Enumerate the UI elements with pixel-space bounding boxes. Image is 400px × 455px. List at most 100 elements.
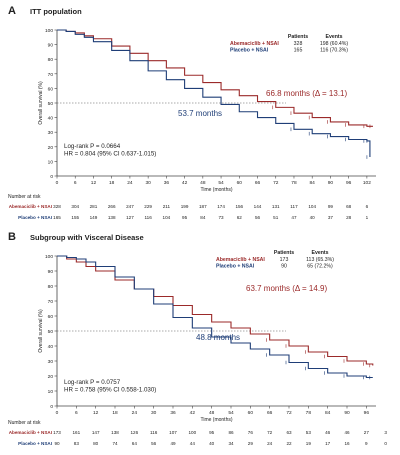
risk-value: 6 <box>366 204 369 209</box>
x-tick-label: 78 <box>291 180 297 186</box>
risk-value: 29 <box>248 441 254 446</box>
legend-label: Abemaciclib + NSAI <box>230 41 279 47</box>
risk-value: 1 <box>366 215 369 220</box>
risk-value: 62 <box>237 215 243 220</box>
x-tick-label: 24 <box>127 180 133 186</box>
risk-value: 68 <box>346 204 352 209</box>
x-tick-label: 72 <box>286 410 292 416</box>
panel-title: Subgroup with Visceral Disease <box>30 233 144 242</box>
y-axis-label: Overall survival (%) <box>38 309 44 353</box>
legend-header-events: Events <box>311 250 328 256</box>
risk-value: 49 <box>170 441 176 446</box>
stats-text: HR = 0.758 (95% CI 0.558-1.030) <box>64 387 156 394</box>
x-tick-label: 36 <box>164 180 170 186</box>
risk-value: 174 <box>217 204 225 209</box>
x-tick-label: 0 <box>56 180 59 186</box>
risk-value: 74 <box>112 441 118 446</box>
risk-value: 155 <box>71 215 79 220</box>
risk-value: 27 <box>364 430 370 435</box>
y-tick-label: 20 <box>48 374 54 380</box>
risk-value: 144 <box>254 204 262 209</box>
legend-events: 65 (72.2%) <box>307 264 333 270</box>
x-axis-label: Time (months) <box>200 417 232 423</box>
risk-value: 28 <box>346 215 352 220</box>
y-tick-label: 60 <box>48 86 54 92</box>
median-annotation: 48.8 months <box>196 333 240 342</box>
risk-value: 19 <box>306 441 312 446</box>
risk-value: 80 <box>93 441 99 446</box>
risk-value: 76 <box>248 430 254 435</box>
risk-row-label: Abemaciclib + NSAI <box>9 430 52 435</box>
y-tick-label: 40 <box>48 344 54 350</box>
risk-value: 116 <box>144 215 152 220</box>
x-tick-label: 12 <box>91 180 97 186</box>
stats-text: HR = 0.804 (95% CI 0.637-1.015) <box>64 151 156 158</box>
x-tick-label: 30 <box>145 180 151 186</box>
y-tick-label: 0 <box>50 404 53 410</box>
risk-value: 138 <box>111 430 119 435</box>
legend-events: 116 (70.3%) <box>320 48 348 54</box>
risk-value: 147 <box>92 430 100 435</box>
risk-value: 138 <box>108 215 116 220</box>
risk-value: 199 <box>181 204 189 209</box>
risk-value: 116 <box>150 430 158 435</box>
legend-events: 198 (60.4%) <box>320 41 349 47</box>
series-line-abemaciclib <box>57 255 374 366</box>
x-tick-label: 42 <box>182 180 188 186</box>
risk-value: 73 <box>218 215 224 220</box>
x-tick-label: 96 <box>346 180 352 186</box>
risk-value: 47 <box>291 215 297 220</box>
y-tick-label: 100 <box>45 254 53 260</box>
stats-text: Log-rank P = 0.0757 <box>64 379 121 386</box>
y-tick-label: 50 <box>48 329 54 335</box>
risk-value: 131 <box>272 204 280 209</box>
panel-title: ITT population <box>30 7 82 16</box>
risk-row-label: Abemaciclib + NSAI <box>9 204 52 209</box>
y-tick-label: 20 <box>48 145 54 151</box>
risk-value: 304 <box>71 204 79 209</box>
median-annotation: 53.7 months <box>178 109 222 118</box>
x-tick-label: 48 <box>200 180 206 186</box>
legend: Patients Events Abemaciclib + NSAI 328 198 (… <box>230 34 348 54</box>
risk-value: 161 <box>72 430 80 435</box>
x-tick-label: 84 <box>325 410 331 416</box>
x-tick-label: 66 <box>255 180 261 186</box>
y-axis-label: Overall survival (%) <box>38 81 44 125</box>
risk-value: 64 <box>132 441 138 446</box>
x-axis-label: Time (months) <box>200 187 232 193</box>
risk-row-label: Placebo + NSAI <box>18 441 52 446</box>
risk-value: 9 <box>365 441 368 446</box>
y-tick-label: 40 <box>48 116 54 122</box>
risk-value: 156 <box>235 204 243 209</box>
legend-patients: 173 <box>280 257 289 263</box>
median-annotation: 66.8 months (Δ = 13.1) <box>266 89 348 98</box>
risk-value: 211 <box>163 204 171 209</box>
legend-header-patients: Patients <box>288 34 308 40</box>
legend-label: Placebo + NSAI <box>216 264 255 270</box>
x-tick-label: 96 <box>364 410 370 416</box>
x-tick-label: 30 <box>151 410 157 416</box>
x-tick-label: 0 <box>56 410 59 416</box>
series-line-placebo <box>57 255 373 379</box>
risk-value: 173 <box>53 430 61 435</box>
y-tick-label: 70 <box>48 72 54 78</box>
legend: Patients Events Abemaciclib + NSAI 173 113 (… <box>216 250 334 270</box>
risk-value: 56 <box>255 215 261 220</box>
risk-value: 17 <box>325 441 331 446</box>
risk-value: 328 <box>53 204 61 209</box>
x-tick-label: 48 <box>209 410 215 416</box>
risk-value: 51 <box>273 215 279 220</box>
y-tick-label: 70 <box>48 299 54 305</box>
risk-value: 126 <box>130 430 138 435</box>
panel-a: A ITT population 0 10 20 30 40 50 60 70 80 90 100 0 6 1… <box>8 5 376 220</box>
y-tick-label: 0 <box>50 174 53 180</box>
risk-value: 3 <box>384 430 387 435</box>
risk-value: 90 <box>54 441 60 446</box>
risk-value: 104 <box>308 204 316 209</box>
y-tick-label: 80 <box>48 57 54 63</box>
x-tick-label: 12 <box>93 410 99 416</box>
risk-table-title: Number at risk <box>8 194 41 200</box>
risk-value: 104 <box>163 215 171 220</box>
risk-value: 56 <box>151 441 157 446</box>
